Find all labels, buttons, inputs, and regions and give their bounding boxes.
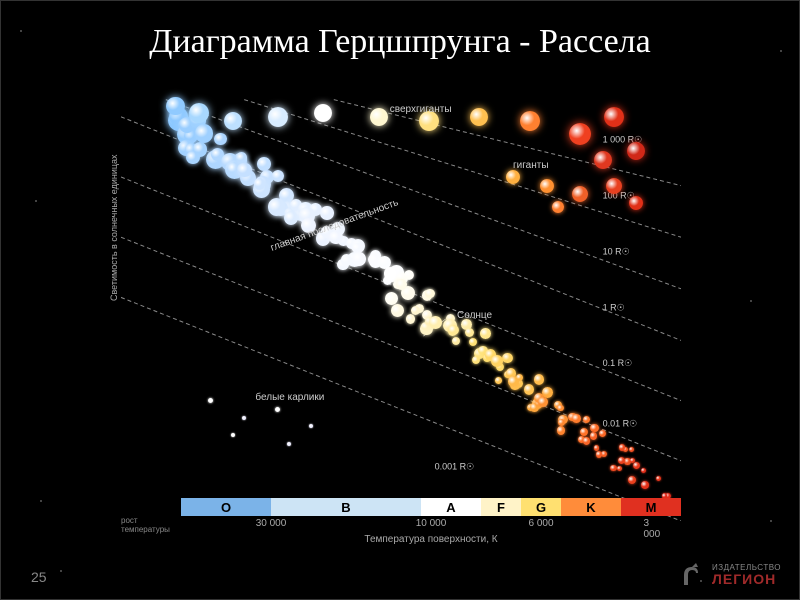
svg-text:0.1 R☉: 0.1 R☉ <box>603 358 633 368</box>
spectral-class: B <box>271 498 421 516</box>
star-point <box>572 414 581 423</box>
x-tick: 6 000 <box>528 518 553 529</box>
star-point <box>617 466 622 471</box>
star-point <box>524 384 535 395</box>
star-point <box>480 328 491 339</box>
svg-text:10 R☉: 10 R☉ <box>603 246 630 256</box>
star-point <box>606 178 622 194</box>
star-point <box>268 107 288 127</box>
star-point <box>520 111 540 131</box>
star-point <box>641 468 646 473</box>
chart-annotation: белые карлики <box>255 392 324 403</box>
star-point <box>618 457 625 464</box>
spectral-class: A <box>421 498 481 516</box>
star-point <box>538 397 548 407</box>
hr-diagram: 1 000 R☉100 R☉10 R☉1 R☉0.1 R☉0.01 R☉0.00… <box>121 91 681 521</box>
spectral-class: O <box>181 498 271 516</box>
star-point <box>254 178 265 189</box>
star-point <box>540 179 554 193</box>
horse-icon <box>678 561 706 589</box>
star-point <box>580 428 588 436</box>
chart-annotation: Солнце <box>457 310 492 321</box>
star-point <box>594 151 612 169</box>
svg-text:1 R☉: 1 R☉ <box>603 302 625 312</box>
star-point <box>604 107 624 127</box>
star-point <box>214 133 226 145</box>
star-point <box>506 170 520 184</box>
svg-text:0.001 R☉: 0.001 R☉ <box>435 461 475 471</box>
star-point <box>268 198 286 216</box>
star-point <box>329 231 342 244</box>
star-point <box>610 465 616 471</box>
x-tick: 30 000 <box>256 518 287 529</box>
publisher-line2: ЛЕГИОН <box>712 572 781 586</box>
star-point <box>391 304 404 317</box>
star-point <box>406 314 416 324</box>
y-axis-label: Светимость в солнечных единицах <box>109 154 119 301</box>
star-point <box>341 254 353 266</box>
slide-number: 25 <box>31 569 47 585</box>
slide-frame: Диаграмма Герцшпрунга - Рассела 10⁶10⁵10… <box>0 0 800 600</box>
star-point <box>495 377 502 384</box>
star-point <box>189 103 209 123</box>
star-point <box>629 196 643 210</box>
star-point <box>370 108 388 126</box>
star-point <box>534 374 545 385</box>
publisher-logo: ИЗДАТЕЛЬСТВО ЛЕГИОН <box>678 561 781 589</box>
star-point <box>429 316 442 329</box>
star-point <box>195 124 213 142</box>
star-point <box>557 426 566 435</box>
star-point <box>320 206 333 219</box>
spectral-class: G <box>521 498 561 516</box>
star-point <box>641 481 648 488</box>
star-point <box>629 447 634 452</box>
publisher-text: ИЗДАТЕЛЬСТВО ЛЕГИОН <box>712 564 781 586</box>
x-tick: 10 000 <box>416 518 447 529</box>
star-point <box>502 353 512 363</box>
spectral-class-bar: OBAFGKM <box>181 498 681 516</box>
page-title: Диаграмма Герцшпрунга - Рассела <box>1 23 799 61</box>
star-point <box>628 476 636 484</box>
star-point <box>448 325 459 336</box>
chart-annotation: сверхгиганты <box>390 104 452 115</box>
x-axis-label: Температура поверхности, К <box>181 534 681 545</box>
star-point <box>590 432 598 440</box>
spectral-class: M <box>621 498 681 516</box>
star-point <box>287 442 291 446</box>
star-point <box>552 201 564 213</box>
star-point <box>583 437 591 445</box>
svg-text:0.01 R☉: 0.01 R☉ <box>603 418 638 428</box>
star-point <box>469 338 477 346</box>
star-point <box>352 252 365 265</box>
star-point <box>231 433 235 437</box>
spectral-class: F <box>481 498 521 516</box>
star-point <box>516 374 523 381</box>
star-point <box>314 104 332 122</box>
spectral-class: K <box>561 498 621 516</box>
star-point <box>186 151 199 164</box>
star-point <box>242 416 246 420</box>
star-point <box>224 112 242 130</box>
star-point <box>601 451 607 457</box>
x-axis-ticks: 30 00010 0006 0003 000 <box>181 518 681 532</box>
star-point <box>491 355 503 367</box>
star-point <box>557 405 564 412</box>
star-point <box>594 445 600 451</box>
star-point <box>236 152 248 164</box>
x-axis-sublabel: рост температуры <box>121 517 181 535</box>
star-point <box>257 157 271 171</box>
chart-annotation: гиганты <box>513 160 549 171</box>
